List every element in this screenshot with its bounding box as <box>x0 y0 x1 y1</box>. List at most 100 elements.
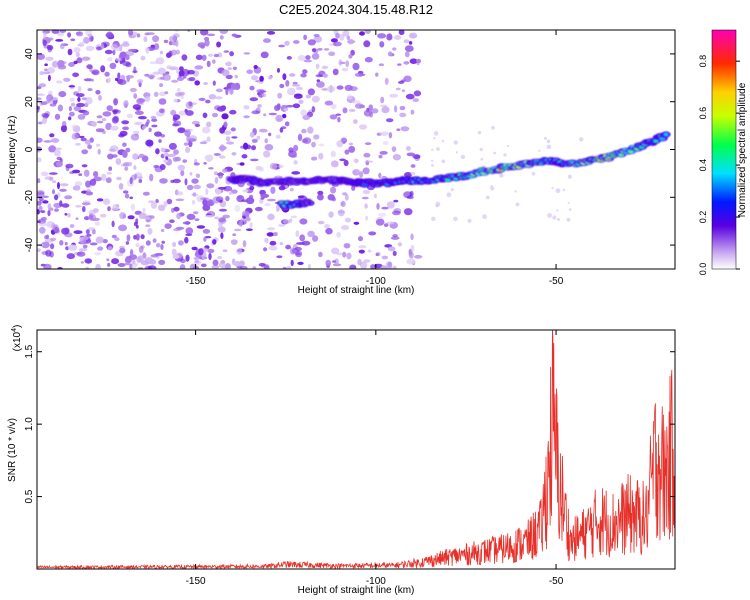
heatmap-noise-cell <box>229 110 236 115</box>
heatmap-noise-cell <box>278 45 285 48</box>
heatmap-noise-cell <box>194 257 200 260</box>
heatmap-noise-cell <box>244 52 251 54</box>
heatmap-noise-cell <box>47 210 50 216</box>
heatmap-noise-cell <box>393 154 401 160</box>
heatmap-noise-cell <box>365 142 371 145</box>
heatmap-noise-cell <box>323 74 328 78</box>
heatmap-noise-cell <box>436 202 441 207</box>
heatmap-noise-cell <box>375 73 378 77</box>
heatmap-noise-cell <box>286 105 294 108</box>
heatmap-noise-cell <box>381 207 388 210</box>
heatmap-noise-cell <box>207 201 212 205</box>
heatmap-noise-cell <box>289 73 295 76</box>
heatmap-noise-cell <box>141 56 146 61</box>
heatmap-noise-cell <box>316 64 320 69</box>
heatmap-noise-cell <box>214 54 219 57</box>
heatmap-noise-cell <box>298 134 302 141</box>
heatmap-noise-cell <box>193 211 198 214</box>
heatmap-noise-cell <box>468 219 472 223</box>
heatmap-noise-cell <box>130 88 137 92</box>
heatmap-noise-cell <box>316 81 325 88</box>
heatmap-noise-cell <box>130 249 133 256</box>
heatmap-noise-cell <box>220 144 225 151</box>
heatmap-noise-cell <box>160 164 166 170</box>
heatmap-noise-cell <box>164 91 168 94</box>
heatmap-noise-cell <box>94 252 101 255</box>
heatmap-noise-cell <box>414 90 421 96</box>
heatmap-feature-cell <box>664 133 668 136</box>
heatmap-noise-cell <box>54 208 59 212</box>
heatmap-noise-cell <box>347 94 352 99</box>
heatmap-x-tick-label: -50 <box>549 276 564 287</box>
heatmap-noise-cell <box>86 46 95 51</box>
heatmap-noise-cell <box>299 218 307 224</box>
heatmap-noise-cell <box>308 39 316 45</box>
heatmap-noise-cell <box>436 147 440 151</box>
heatmap-noise-cell <box>215 177 219 184</box>
heatmap-noise-cell <box>132 153 138 160</box>
heatmap-noise-cell <box>207 34 215 37</box>
heatmap-noise-cell <box>85 97 92 104</box>
heatmap-noise-cell <box>384 223 389 227</box>
heatmap-noise-cell <box>67 253 75 259</box>
heatmap-noise-cell <box>284 41 290 46</box>
heatmap-noise-cell <box>220 35 224 40</box>
heatmap-noise-cell <box>97 115 103 118</box>
heatmap-noise-cell <box>330 114 338 119</box>
colorbar-tick-label: 0.4 <box>698 159 708 172</box>
heatmap-noise-cell <box>359 250 365 254</box>
heatmap-noise-cell <box>198 42 206 47</box>
heatmap-noise-cell <box>342 252 346 258</box>
heatmap-noise-cell <box>205 188 208 195</box>
heatmap-noise-cell <box>123 190 129 193</box>
heatmap-noise-cell <box>75 143 81 146</box>
heatmap-noise-cell <box>240 266 247 271</box>
heatmap-noise-cell <box>147 32 155 35</box>
heatmap-noise-cell <box>37 248 41 252</box>
colorbar-label: Normalized spectral amplitude <box>737 82 748 217</box>
heatmap-noise-cell <box>173 33 180 38</box>
heatmap-noise-cell <box>317 48 322 51</box>
heatmap-noise-cell <box>50 238 56 241</box>
heatmap-noise-cell <box>72 133 79 140</box>
heatmap-noise-cell <box>453 217 458 222</box>
heatmap-noise-cell <box>161 229 164 232</box>
heatmap-noise-cell <box>44 69 47 72</box>
heatmap-noise-cell <box>185 234 192 236</box>
heatmap-noise-cell <box>324 48 329 51</box>
heatmap-noise-cell <box>278 165 283 168</box>
heatmap-noise-cell <box>59 189 67 192</box>
heatmap-noise-cell <box>544 137 547 140</box>
heatmap-noise-cell <box>103 111 112 116</box>
heatmap-noise-cell <box>385 78 389 85</box>
heatmap-noise-cell <box>98 149 101 155</box>
heatmap-noise-cell <box>338 210 345 213</box>
heatmap-noise-cell <box>125 194 129 199</box>
heatmap-noise-cell <box>122 127 129 131</box>
heatmap-noise-cell <box>54 149 61 156</box>
heatmap-noise-cell <box>233 67 237 70</box>
heatmap-noise-cell <box>95 222 100 226</box>
heatmap-noise-cell <box>176 213 181 219</box>
heatmap-noise-cell <box>359 105 365 108</box>
heatmap-noise-cell <box>47 45 53 50</box>
heatmap-noise-cell <box>238 196 241 199</box>
heatmap-noise-cell <box>68 49 73 56</box>
heatmap-noise-cell <box>516 202 520 206</box>
heatmap-noise-cell <box>283 219 291 224</box>
heatmap-noise-cell <box>112 154 118 158</box>
heatmap-noise-cell <box>154 92 159 97</box>
heatmap-noise-cell <box>305 55 311 60</box>
heatmap-noise-cell <box>216 96 223 99</box>
heatmap-noise-cell <box>451 188 454 191</box>
heatmap-noise-cell <box>122 61 130 66</box>
heatmap-noise-cell <box>86 189 91 194</box>
heatmap-noise-cell <box>325 228 332 235</box>
heatmap-noise-cell <box>178 240 184 245</box>
heatmap-noise-cell <box>349 109 356 112</box>
heatmap-noise-cell <box>72 170 80 174</box>
heatmap-noise-cell <box>197 225 205 228</box>
heatmap-noise-cell <box>403 191 412 198</box>
heatmap-noise-cell <box>95 264 101 271</box>
heatmap-noise-cell <box>124 167 128 171</box>
